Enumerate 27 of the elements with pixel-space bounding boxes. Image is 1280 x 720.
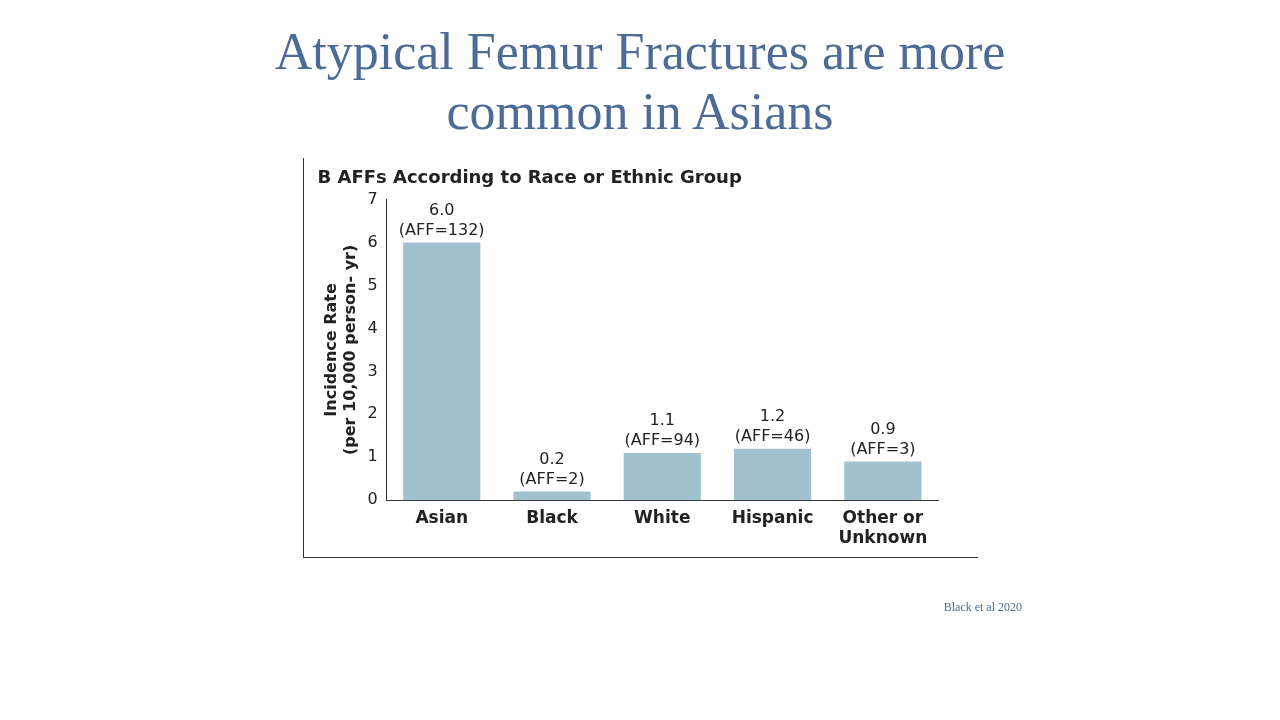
- chart-title: Atypical Femur Fractures are more common in Asians: [273, 22, 1007, 142]
- x-tick-label: Hispanic: [731, 506, 813, 527]
- data-label: 6.0 (AFF=132): [398, 199, 485, 239]
- y-tick-label: 3: [366, 360, 378, 380]
- data-label: 1.1 (AFF=94): [623, 409, 700, 449]
- x-tick-label: Asian: [414, 506, 468, 527]
- y-axis-title: Incidence Rate (per 10,000 person- yr): [320, 244, 359, 455]
- y-tick-label: 7: [366, 188, 378, 208]
- bar: [512, 491, 591, 500]
- bar: [843, 461, 921, 500]
- y-tick-label: 5: [366, 274, 378, 294]
- y-tick-label: 6: [366, 231, 378, 251]
- y-tick-label: 4: [366, 317, 378, 337]
- x-tick-label: Other or Unknown: [837, 506, 927, 547]
- data-label: 0.2 (AFF=2): [518, 448, 585, 488]
- bar: [402, 242, 480, 500]
- y-tick-label: 1: [366, 446, 378, 466]
- data-label: 1.2 (AFF=46): [734, 405, 810, 445]
- text: Black et al 2020: [943, 600, 1022, 615]
- bar: [733, 448, 811, 500]
- y-tick-label: 2: [366, 403, 378, 423]
- bar: [623, 452, 701, 500]
- x-tick-label: White: [633, 506, 690, 527]
- chart-subtitle: B AFFs According to Race or Ethnic Group: [317, 165, 743, 187]
- data-label: 0.9 (AFF=3): [849, 418, 916, 458]
- x-tick-label: Black: [525, 506, 579, 527]
- y-tick-label: 0: [366, 488, 378, 508]
